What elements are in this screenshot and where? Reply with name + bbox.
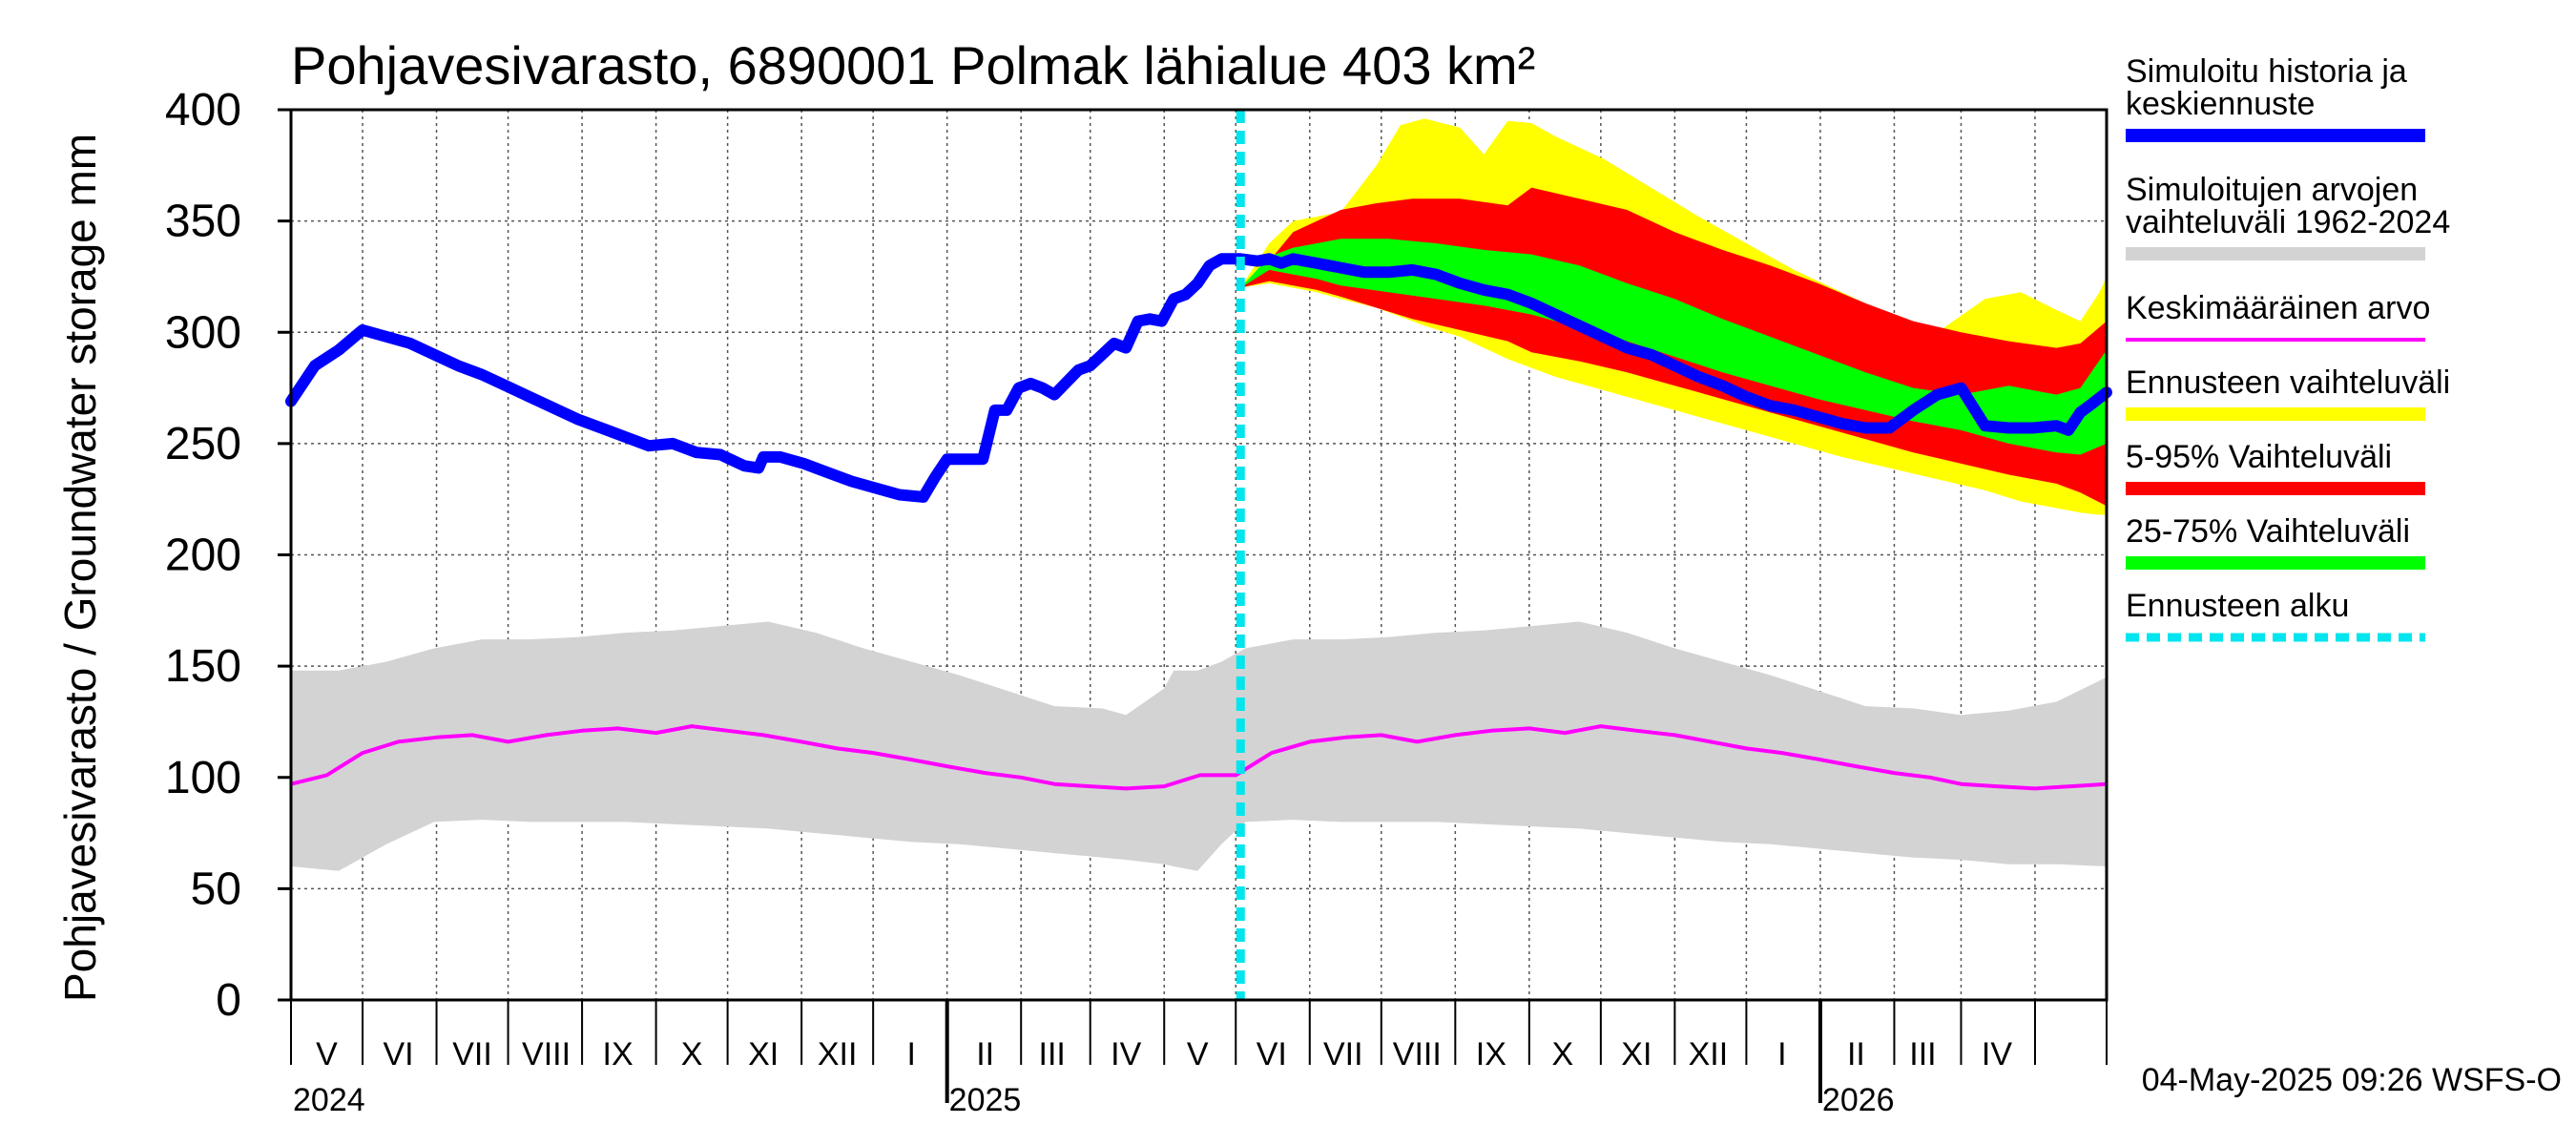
year-label: 2024	[293, 1082, 365, 1118]
month-label: VIII	[522, 1036, 571, 1072]
month-label: II	[1847, 1036, 1865, 1072]
legend-entry: 25-75% Vaihteluväli	[2126, 513, 2425, 570]
legend: Simuloitu historia jakeskiennusteSimuloi…	[2126, 53, 2450, 642]
y-tick-label: 100	[165, 753, 241, 803]
legend-label: keskiennuste	[2126, 86, 2315, 122]
legend-label: Keskimääräinen arvo	[2126, 290, 2430, 326]
month-label: IV	[1111, 1036, 1141, 1072]
month-label: IX	[1476, 1036, 1506, 1072]
legend-label: Ennusteen vaihteluväli	[2126, 364, 2450, 401]
month-label: XI	[748, 1036, 779, 1072]
timestamp-footer: 04-May-2025 09:26 WSFS-O	[2142, 1062, 2562, 1098]
y-tick-label: 150	[165, 641, 241, 692]
month-label: IX	[603, 1036, 634, 1072]
month-label: III	[1039, 1036, 1066, 1072]
legend-label: 5-95% Vaihteluväli	[2126, 439, 2392, 475]
month-label: XI	[1621, 1036, 1652, 1072]
chart-title: Pohjavesivarasto, 6890001 Polmak lähialu…	[291, 35, 1535, 95]
month-label: VII	[452, 1036, 492, 1072]
month-label: V	[316, 1036, 338, 1072]
month-label: I	[906, 1036, 915, 1072]
month-label: X	[1552, 1036, 1574, 1072]
month-label: VI	[383, 1036, 413, 1072]
p25-75-band	[1240, 239, 2107, 455]
month-label: II	[976, 1036, 994, 1072]
month-label: I	[1777, 1036, 1786, 1072]
y-axis-label: Pohjavesivarasto / Groundwater storage m…	[55, 134, 105, 1002]
legend-entry: Keskimääräinen arvo	[2126, 290, 2430, 342]
y-tick-label: 50	[191, 864, 241, 914]
month-label: V	[1187, 1036, 1209, 1072]
month-label: VIII	[1393, 1036, 1442, 1072]
y-tick-label: 200	[165, 531, 241, 581]
y-tick-label: 400	[165, 85, 241, 135]
month-label: XII	[818, 1036, 858, 1072]
historical-range-band	[291, 621, 2107, 871]
month-label: III	[1909, 1036, 1936, 1072]
month-label: X	[681, 1036, 703, 1072]
month-label: VI	[1257, 1036, 1287, 1072]
simulated-history-line	[285, 253, 2112, 503]
y-tick-label: 250	[165, 419, 241, 469]
y-tick-label: 300	[165, 307, 241, 358]
mean-value-line	[290, 724, 2108, 791]
legend-label: 25-75% Vaihteluväli	[2126, 513, 2410, 550]
legend-entry: Ennusteen vaihteluväli	[2126, 364, 2450, 421]
legend-label: Simuloitu historia ja	[2126, 53, 2407, 90]
year-label: 2025	[949, 1082, 1022, 1118]
legend-entry: 5-95% Vaihteluväli	[2126, 439, 2425, 495]
month-label: IV	[1982, 1036, 2012, 1072]
legend-label: Simuloitujen arvojen	[2126, 172, 2418, 208]
legend-label: vaihteluväli 1962-2024	[2126, 204, 2450, 240]
legend-entry: Ennusteen alku	[2126, 588, 2425, 642]
year-label: 2026	[1822, 1082, 1895, 1118]
month-label: XII	[1689, 1036, 1729, 1072]
legend-label: Ennusteen alku	[2126, 588, 2349, 624]
month-label: VII	[1323, 1036, 1363, 1072]
y-tick-label: 350	[165, 197, 241, 247]
y-tick-label: 0	[216, 975, 241, 1026]
